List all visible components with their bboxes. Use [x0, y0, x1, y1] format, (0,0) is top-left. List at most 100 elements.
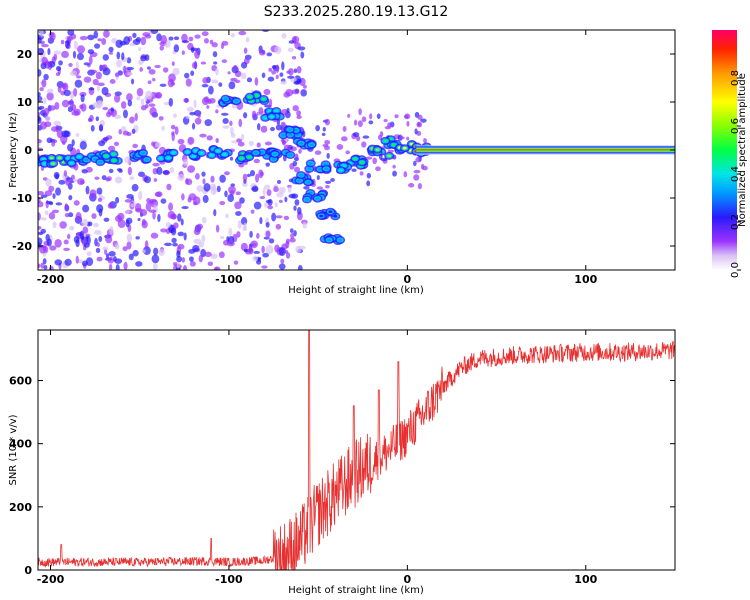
- noise-blob: [150, 30, 159, 34]
- noise-blob: [293, 205, 297, 211]
- noise-blob: [351, 168, 357, 172]
- noise-blob: [45, 116, 51, 121]
- noise-blob: [172, 67, 180, 76]
- noise-blob: [82, 204, 90, 213]
- noise-blob: [184, 72, 190, 79]
- noise-blob: [406, 136, 410, 141]
- noise-blob: [53, 171, 60, 179]
- noise-blob: [134, 202, 142, 212]
- noise-blob: [41, 56, 48, 64]
- noise-blob: [160, 35, 168, 45]
- noise-blob: [185, 115, 190, 119]
- noise-blob: [38, 92, 41, 97]
- noise-blob: [55, 72, 61, 77]
- noise-blob: [187, 165, 196, 173]
- noise-blob: [138, 47, 142, 52]
- spectrogram-y-ticks: -20 -10 0 10 20: [12, 48, 675, 253]
- track-blob-core: [299, 141, 304, 145]
- noise-blob: [38, 231, 44, 236]
- noise-blob: [216, 185, 221, 193]
- noise-blob: [220, 235, 225, 240]
- noise-blob: [415, 156, 422, 163]
- noise-blob: [280, 258, 285, 264]
- track-blob-core: [327, 238, 332, 242]
- noise-blob: [144, 176, 151, 184]
- noise-blob: [135, 37, 142, 42]
- track-blob-core: [171, 151, 176, 155]
- noise-blob: [276, 179, 281, 185]
- track-blob-core: [84, 158, 89, 162]
- noise-blob: [108, 46, 114, 53]
- noise-blob: [243, 47, 248, 54]
- noise-blob: [131, 78, 135, 85]
- noise-blob: [40, 217, 47, 221]
- noise-blob: [124, 199, 132, 203]
- noise-blob: [330, 178, 335, 182]
- colorbar-tick-label: 0.6: [730, 118, 741, 134]
- noise-blob: [361, 116, 367, 123]
- noise-blob: [278, 199, 283, 203]
- colorbar-tick-label: 0.4: [730, 166, 741, 182]
- noise-blob: [264, 141, 272, 146]
- noise-blob: [406, 120, 410, 127]
- noise-blob: [188, 36, 194, 42]
- noise-blob: [285, 240, 290, 249]
- noise-blob: [194, 117, 202, 125]
- track-blob-core: [273, 152, 278, 156]
- noise-blob: [146, 198, 151, 204]
- noise-blob: [260, 171, 264, 177]
- noise-blob: [166, 183, 172, 191]
- noise-blob: [202, 77, 209, 84]
- track-blob-core: [98, 160, 103, 164]
- noise-blob: [38, 47, 45, 56]
- noise-blob: [193, 99, 197, 108]
- noise-blob: [65, 40, 70, 49]
- noise-blob: [91, 213, 97, 219]
- noise-blob: [187, 197, 192, 203]
- noise-blob: [219, 174, 226, 183]
- noise-blob: [243, 248, 248, 253]
- noise-blob: [250, 240, 259, 249]
- noise-blob: [200, 61, 207, 65]
- track-blob-core: [253, 151, 258, 155]
- noise-blob: [74, 79, 83, 88]
- spectrogram-y-tick-label: -20: [12, 240, 32, 253]
- noise-blob: [192, 122, 196, 130]
- noise-blob: [147, 80, 152, 85]
- noise-blob: [97, 100, 104, 108]
- colorbar-tick-label: 0.0: [730, 262, 741, 278]
- noise-blob: [139, 67, 143, 72]
- noise-blob: [417, 121, 421, 127]
- noise-blob: [71, 110, 80, 116]
- track-blob-core: [141, 151, 146, 155]
- noise-blob: [81, 169, 89, 174]
- noise-blob: [210, 253, 218, 260]
- noise-blob: [38, 190, 44, 196]
- track-blob-core: [234, 99, 239, 103]
- noise-blob: [55, 65, 62, 72]
- noise-blob: [267, 205, 273, 210]
- noise-blob: [227, 71, 231, 75]
- noise-blob: [289, 228, 294, 233]
- noise-blob: [224, 190, 228, 198]
- noise-blob: [253, 250, 261, 254]
- track-blob-core: [223, 97, 228, 101]
- noise-blob: [46, 238, 52, 247]
- noise-blob: [399, 136, 405, 140]
- noise-blob: [278, 263, 286, 270]
- track-blob-core: [338, 238, 343, 242]
- noise-blob: [366, 172, 372, 179]
- noise-blob: [148, 199, 157, 203]
- track-blob-core: [359, 161, 364, 164]
- noise-blob: [126, 66, 134, 71]
- noise-blob: [296, 110, 302, 117]
- noise-blob: [176, 250, 181, 258]
- noise-blob: [181, 50, 185, 55]
- noise-blob: [98, 124, 104, 132]
- noise-blob: [95, 116, 100, 122]
- noise-blob: [87, 49, 95, 55]
- noise-blob: [285, 89, 294, 97]
- figure-title: S233.2025.280.19.13.G12: [264, 4, 449, 20]
- track-blob-core: [69, 161, 74, 165]
- noise-blob: [242, 173, 248, 182]
